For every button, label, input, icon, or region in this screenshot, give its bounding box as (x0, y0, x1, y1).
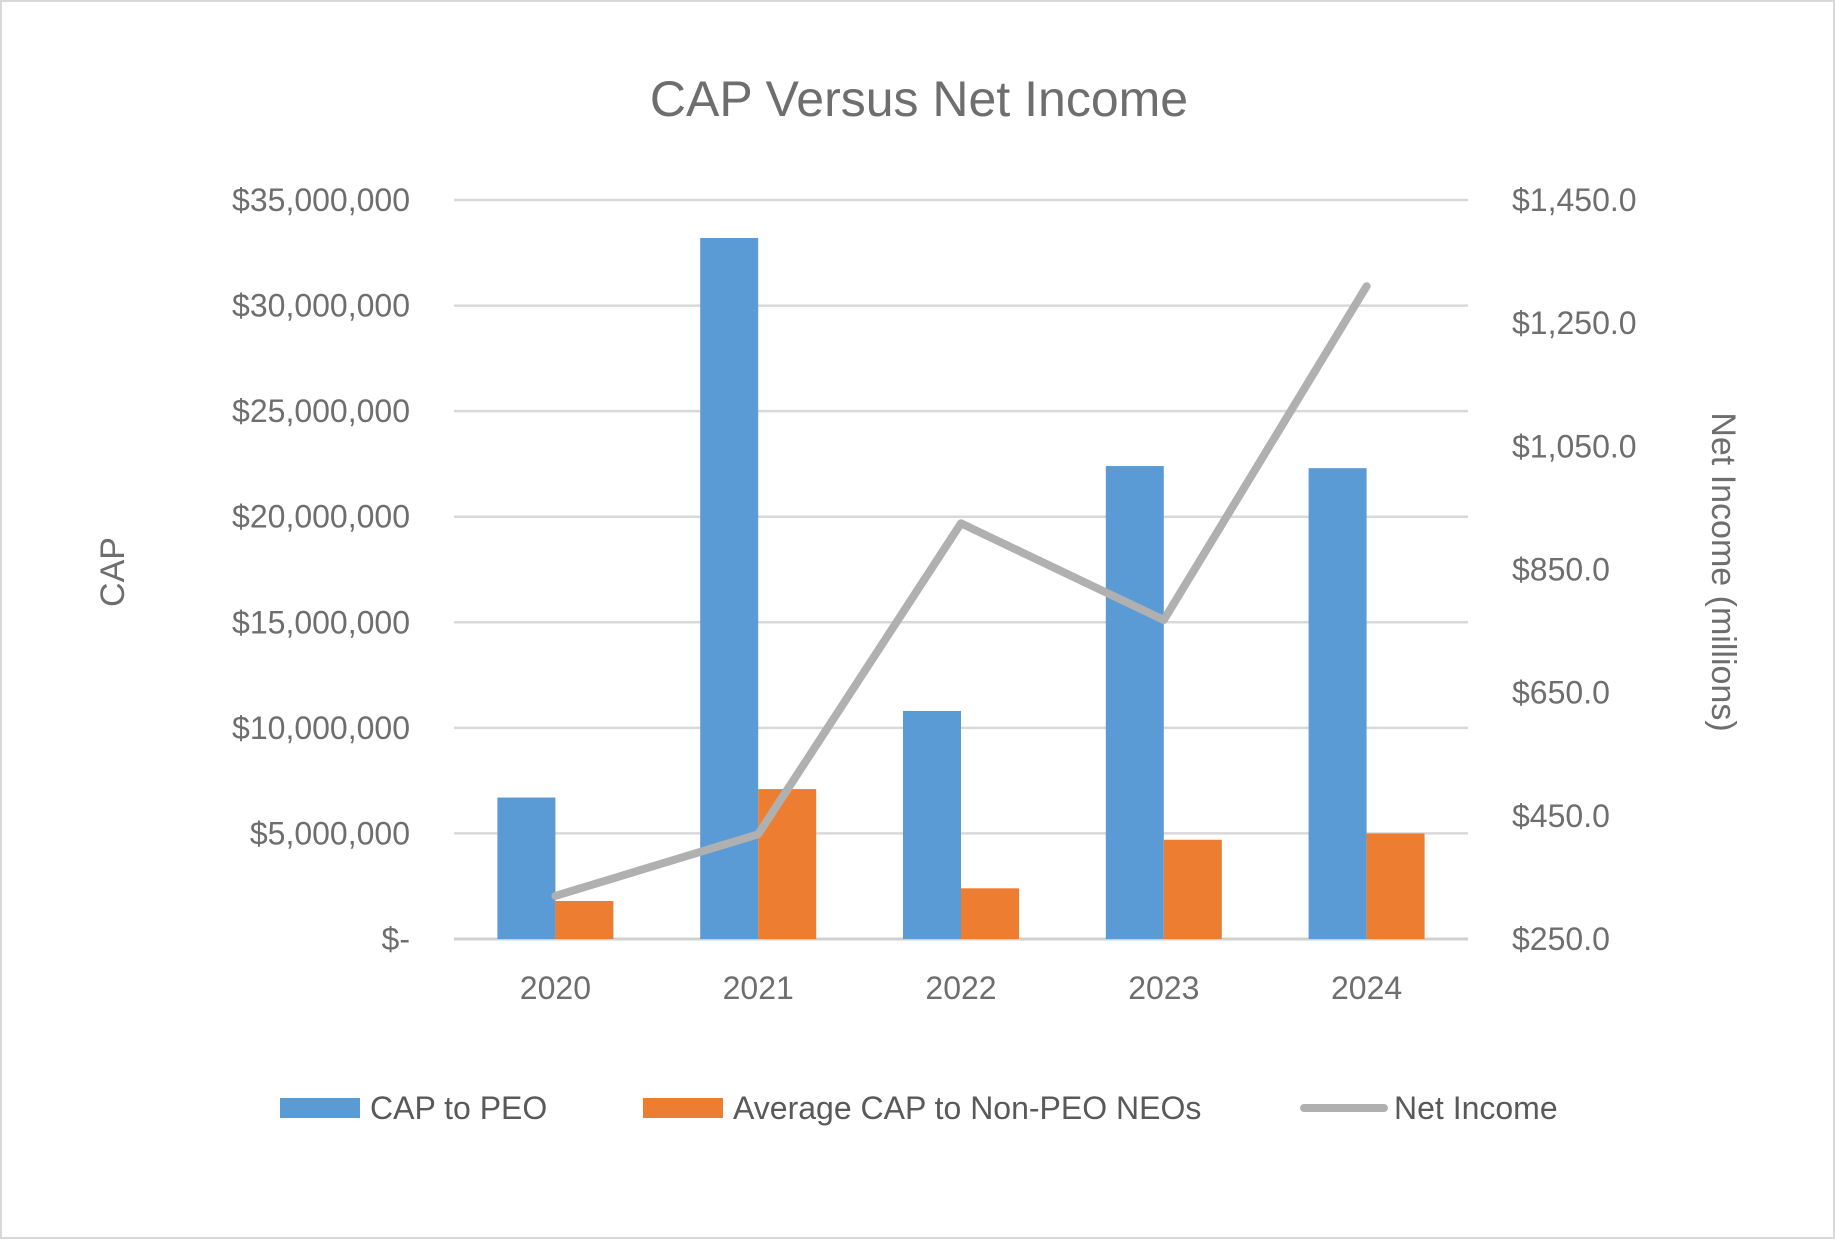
avg-cap-non-peo-bar (758, 789, 817, 939)
net-income-point (1365, 285, 1368, 288)
x-axis-ticks: 2020 2021 2022 2023 2024 (520, 970, 1402, 1006)
avg-cap-non-peo-bar (555, 900, 614, 939)
left-axis-tick-label: $5,000,000 (250, 815, 410, 851)
right-axis-label: Net Income (millions) (1704, 412, 1742, 731)
avg-cap-non-peo-bar (1366, 833, 1425, 939)
cap-to-peo-bar (1105, 466, 1164, 939)
left-axis-ticks: $- $5,000,000 $10,000,000 $15,000,000 $20,00… (232, 182, 410, 957)
right-axis-tick-label: $650.0 (1512, 675, 1610, 711)
cap-to-peo-bar (497, 797, 556, 939)
bars (497, 238, 1425, 939)
legend-label-avg-cap-non-peo: Average CAP to Non-PEO NEOs (733, 1090, 1201, 1126)
right-axis-tick-label: $850.0 (1512, 552, 1610, 588)
net-income-line-group (551, 282, 1371, 900)
right-axis-tick-label: $250.0 (1512, 921, 1610, 957)
left-axis-tick-label: $20,000,000 (232, 499, 410, 535)
left-axis-tick-label: $15,000,000 (232, 604, 410, 640)
chart-title: CAP Versus Net Income (650, 71, 1188, 127)
x-axis-tick-label: 2024 (1331, 970, 1402, 1006)
net-income-point (960, 522, 962, 525)
x-axis-tick-label: 2022 (925, 970, 996, 1006)
legend-swatch-avg-cap-non-peo (643, 1098, 723, 1118)
gridlines (454, 198, 1468, 941)
x-axis-tick-label: 2021 (723, 970, 794, 1006)
x-axis-tick-label: 2023 (1128, 970, 1199, 1006)
net-income-point (1162, 618, 1165, 621)
cap-to-peo-bar (903, 710, 961, 939)
left-axis-tick-label: $10,000,000 (232, 710, 410, 746)
avg-cap-non-peo-bar (961, 888, 1019, 939)
cap-to-peo-bar (1308, 468, 1367, 939)
left-axis-label: CAP (94, 537, 132, 607)
right-axis-tick-label: $1,050.0 (1512, 428, 1637, 464)
legend-label-net-income: Net Income (1394, 1090, 1558, 1126)
left-axis-tick-label: $35,000,000 (232, 182, 410, 218)
right-axis-ticks: $250.0 $450.0 $650.0 $850.0 $1,050.0 $1,250.0… (1512, 182, 1637, 957)
legend: CAP to PEO Average CAP to Non-PEO NEOs Net… (280, 1090, 1558, 1126)
left-axis-tick-label: $30,000,000 (232, 288, 410, 324)
net-income-point (757, 833, 760, 836)
legend-label-cap-to-peo: CAP to PEO (370, 1090, 547, 1126)
avg-cap-non-peo-bar (1163, 839, 1222, 939)
cap-to-peo-bar (700, 238, 759, 939)
right-axis-tick-label: $450.0 (1512, 798, 1610, 834)
left-axis-tick-label: $- (382, 921, 410, 957)
legend-swatch-cap-to-peo (280, 1098, 360, 1118)
net-income-point (554, 894, 557, 897)
left-axis-tick-label: $25,000,000 (232, 393, 410, 429)
right-axis-tick-label: $1,250.0 (1512, 305, 1637, 341)
x-axis-tick-label: 2020 (520, 970, 591, 1006)
right-axis-tick-label: $1,450.0 (1512, 182, 1637, 218)
